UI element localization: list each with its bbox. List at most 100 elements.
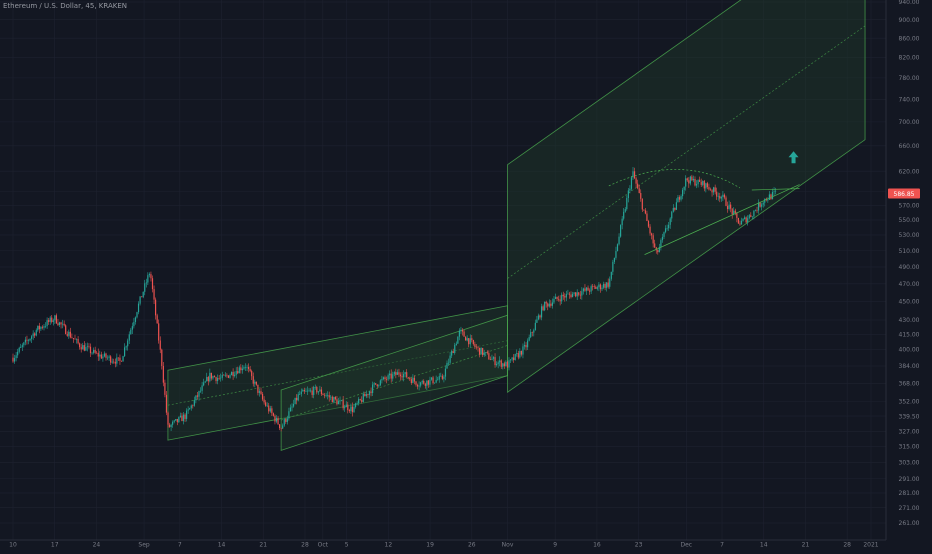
candle-body bbox=[285, 419, 287, 422]
candle-body bbox=[258, 391, 261, 393]
candle-body bbox=[106, 357, 109, 359]
candle-body bbox=[637, 183, 639, 189]
candle-body bbox=[775, 190, 777, 192]
time-tick-label: 5 bbox=[345, 542, 349, 549]
candle-body bbox=[596, 287, 598, 289]
candle-body bbox=[713, 187, 715, 193]
candle-body bbox=[658, 246, 660, 253]
candle-body bbox=[652, 235, 654, 244]
candle-body bbox=[480, 347, 482, 355]
candle-body bbox=[108, 356, 110, 358]
candle-body bbox=[486, 352, 488, 354]
candle-body bbox=[694, 178, 696, 186]
candle-body bbox=[303, 390, 305, 392]
candle-body bbox=[416, 384, 419, 387]
candle-body bbox=[706, 183, 708, 188]
candle-body bbox=[378, 385, 380, 387]
candle-body bbox=[379, 380, 381, 386]
candle-body bbox=[423, 380, 425, 384]
candle-body bbox=[43, 326, 45, 328]
candle-body bbox=[565, 294, 567, 298]
candle-body bbox=[685, 178, 687, 187]
candle-body bbox=[54, 315, 56, 321]
candle-body bbox=[190, 405, 192, 409]
candle-body bbox=[420, 382, 422, 386]
candle-body bbox=[678, 197, 681, 200]
candle-body bbox=[77, 339, 79, 344]
candle-body bbox=[375, 383, 377, 385]
candle-body bbox=[227, 375, 230, 378]
candle-body bbox=[161, 349, 163, 366]
candle-body bbox=[537, 315, 540, 320]
candle-body bbox=[71, 337, 73, 339]
candle-body bbox=[720, 197, 722, 199]
candle-body bbox=[548, 303, 550, 307]
candle-body bbox=[358, 399, 360, 404]
candle-body bbox=[249, 369, 251, 372]
candle-body bbox=[341, 400, 343, 401]
candle-body bbox=[771, 191, 774, 199]
candle-body bbox=[97, 352, 99, 357]
candle-body bbox=[187, 409, 189, 411]
candle-body bbox=[215, 377, 217, 381]
candle-body bbox=[365, 394, 367, 397]
candle-body bbox=[127, 340, 129, 347]
candle-body bbox=[13, 358, 16, 362]
candle-body bbox=[703, 180, 705, 189]
candle-body bbox=[283, 419, 285, 426]
price-tick-label: 470.00 bbox=[899, 281, 920, 288]
candle-body bbox=[272, 413, 274, 416]
candle-body bbox=[336, 399, 338, 405]
candle-body bbox=[300, 391, 302, 395]
candle-body bbox=[478, 347, 481, 355]
candle-body bbox=[412, 377, 414, 383]
candle-body bbox=[150, 274, 152, 279]
candle-body bbox=[455, 343, 457, 345]
candle-body bbox=[593, 286, 595, 287]
time-tick-label: 23 bbox=[635, 542, 643, 549]
candle-body bbox=[485, 352, 487, 353]
candle-body bbox=[651, 233, 653, 236]
candle-body bbox=[601, 287, 603, 290]
candle-body bbox=[587, 287, 589, 291]
candle-body bbox=[561, 294, 563, 302]
candle-body bbox=[582, 288, 584, 292]
candle-body bbox=[757, 202, 760, 211]
candle-body bbox=[232, 371, 234, 377]
candle-body bbox=[395, 372, 397, 375]
candle-body bbox=[747, 218, 749, 223]
price-tick-label: 780.00 bbox=[899, 75, 920, 82]
candle-body bbox=[195, 395, 197, 401]
price-tick-label: 352.00 bbox=[899, 399, 920, 406]
candle-body bbox=[203, 382, 205, 386]
candle-body bbox=[323, 394, 326, 396]
candle-body bbox=[691, 176, 693, 181]
candle-body bbox=[317, 391, 319, 393]
candle-body bbox=[58, 322, 61, 325]
candle-body bbox=[403, 374, 405, 378]
candle-body bbox=[246, 366, 248, 368]
candle-body bbox=[629, 188, 631, 191]
candle-body bbox=[389, 373, 391, 376]
candle-body bbox=[350, 406, 352, 412]
candle-body bbox=[607, 282, 609, 287]
channels bbox=[167, 0, 866, 451]
time-tick-label: 24 bbox=[93, 542, 101, 549]
candle-body bbox=[466, 338, 468, 341]
candle-body bbox=[221, 374, 223, 378]
candle-body bbox=[268, 405, 270, 412]
candle-body bbox=[99, 354, 101, 357]
candle-body bbox=[759, 202, 761, 207]
candle-body bbox=[671, 211, 673, 219]
candle-body bbox=[325, 395, 327, 396]
candle-body bbox=[390, 373, 392, 379]
candle-body bbox=[142, 291, 144, 298]
price-tick-label: 450.00 bbox=[899, 299, 920, 306]
candle-body bbox=[172, 421, 174, 425]
candle-body bbox=[705, 183, 707, 189]
candle-body bbox=[463, 331, 465, 337]
candle-body bbox=[361, 399, 363, 402]
price-tick-label: 339.50 bbox=[899, 413, 920, 420]
